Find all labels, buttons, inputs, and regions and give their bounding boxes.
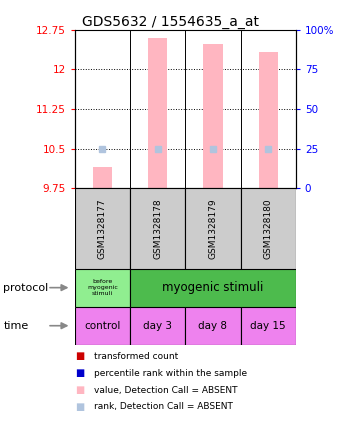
- Text: day 15: day 15: [250, 321, 286, 331]
- Text: GDS5632 / 1554635_a_at: GDS5632 / 1554635_a_at: [82, 15, 258, 29]
- Bar: [130, 188, 185, 269]
- Text: transformed count: transformed count: [94, 352, 178, 361]
- Text: GSM1328178: GSM1328178: [153, 198, 162, 259]
- Text: day 3: day 3: [143, 321, 172, 331]
- Text: GSM1328177: GSM1328177: [98, 198, 107, 259]
- Text: ■: ■: [75, 385, 84, 395]
- Text: before
myogenic
stimuli: before myogenic stimuli: [87, 279, 118, 297]
- Text: ■: ■: [75, 351, 84, 361]
- Bar: [185, 307, 241, 345]
- Bar: [185, 188, 241, 269]
- Bar: [75, 188, 130, 269]
- Bar: [241, 307, 296, 345]
- Text: percentile rank within the sample: percentile rank within the sample: [94, 368, 246, 378]
- Text: GSM1328179: GSM1328179: [208, 198, 217, 259]
- Bar: [258, 52, 278, 188]
- Text: control: control: [84, 321, 121, 331]
- Bar: [203, 44, 223, 188]
- Text: ■: ■: [75, 402, 84, 412]
- Text: time: time: [3, 321, 29, 331]
- Bar: [75, 307, 130, 345]
- Text: myogenic stimuli: myogenic stimuli: [162, 281, 264, 294]
- Text: GSM1328180: GSM1328180: [264, 198, 273, 259]
- Text: value, Detection Call = ABSENT: value, Detection Call = ABSENT: [94, 385, 237, 395]
- Bar: [148, 38, 167, 188]
- Text: ■: ■: [75, 368, 84, 378]
- Bar: [75, 269, 130, 307]
- Text: day 8: day 8: [199, 321, 227, 331]
- Bar: [130, 307, 185, 345]
- Bar: [93, 167, 112, 188]
- Bar: [241, 188, 296, 269]
- Text: rank, Detection Call = ABSENT: rank, Detection Call = ABSENT: [94, 402, 232, 412]
- Text: protocol: protocol: [3, 283, 49, 293]
- Bar: [130, 269, 296, 307]
